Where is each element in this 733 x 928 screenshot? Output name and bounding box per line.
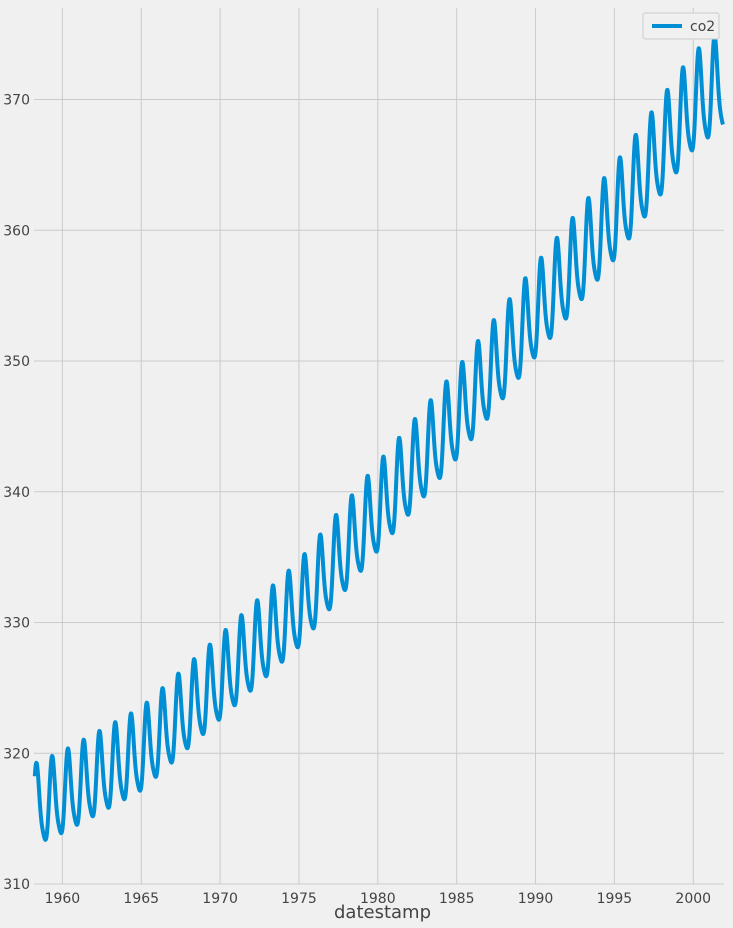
y-tick-label-370: 370	[3, 93, 30, 109]
legend-label-co2: co2	[690, 19, 715, 35]
legend: co2	[642, 12, 720, 40]
x-tick-label-1960: 1960	[45, 891, 81, 907]
y-tick-label-320: 320	[3, 746, 30, 762]
x-tick-label-1985: 1985	[439, 891, 475, 907]
x-tick-label-1975: 1975	[281, 891, 317, 907]
y-tick-label-310: 310	[3, 877, 30, 893]
series-layer	[32, 33, 725, 842]
x-axis-label: datestamp	[334, 902, 431, 923]
y-tick-label-360: 360	[3, 223, 30, 239]
series-line-co2	[32, 33, 725, 842]
axis-ticks: 1960 1965 1970 1975 1980 1985 1990 1995 2000 310 3…	[3, 93, 711, 907]
y-tick-label-330: 330	[3, 616, 30, 632]
x-tick-label-1970: 1970	[202, 891, 238, 907]
y-tick-label-350: 350	[3, 354, 30, 370]
x-tick-label-1965: 1965	[123, 891, 159, 907]
x-tick-label-2000: 2000	[675, 891, 711, 907]
y-tick-label-340: 340	[3, 485, 30, 501]
x-tick-label-1990: 1990	[518, 891, 554, 907]
x-tick-label-1980: 1980	[360, 891, 396, 907]
x-tick-label-1995: 1995	[597, 891, 633, 907]
grid	[34, 8, 724, 885]
